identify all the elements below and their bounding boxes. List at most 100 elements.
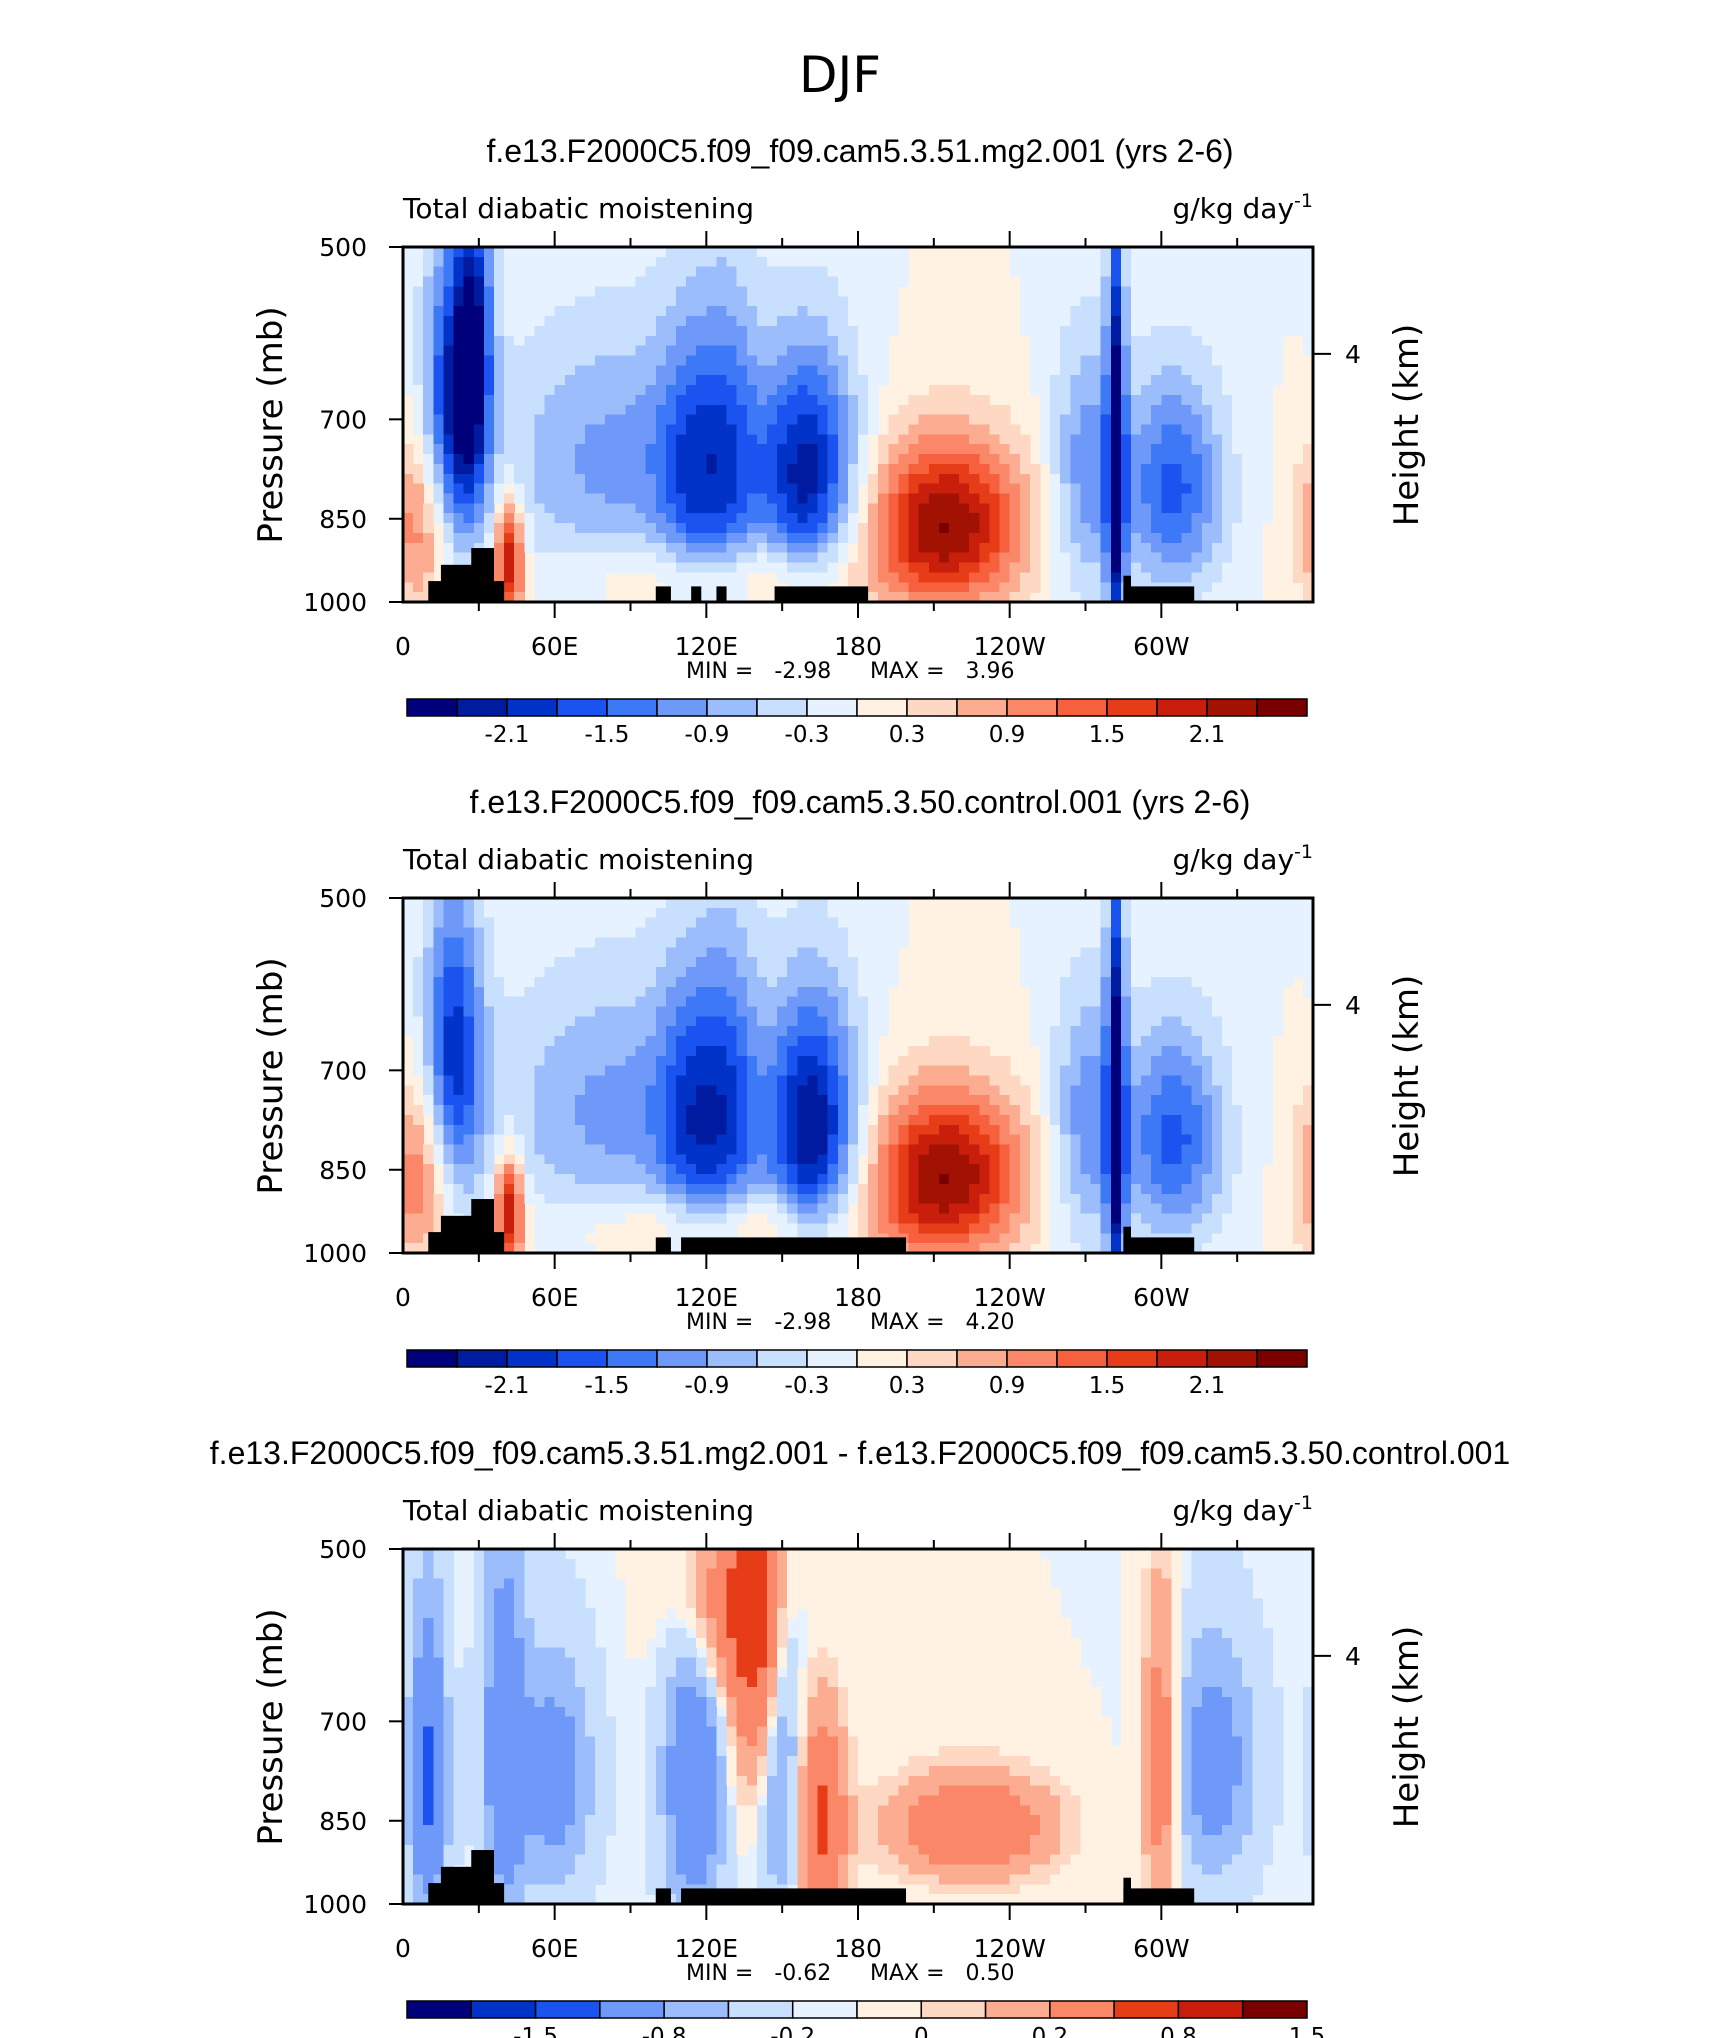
field-cell [858, 917, 869, 929]
field-cell [1222, 335, 1233, 347]
field-cell [1232, 523, 1243, 534]
field-cell [1282, 286, 1294, 297]
field-cell [1070, 1026, 1081, 1037]
field-cell [655, 394, 667, 406]
field-cell [574, 542, 586, 554]
field-cell [615, 454, 626, 465]
field-cell [1242, 414, 1253, 426]
field-cell [403, 473, 414, 485]
field-cell [1009, 444, 1021, 455]
field-cell [524, 355, 535, 366]
field-cell [453, 375, 465, 386]
field-cell [1171, 1016, 1183, 1027]
field-cell [1060, 335, 1071, 347]
field-cell [1282, 927, 1294, 939]
field-cell [544, 1016, 556, 1027]
field-cell [514, 996, 525, 1008]
field-cell [514, 937, 525, 948]
field-cell [595, 463, 606, 475]
field-cell [686, 552, 697, 564]
field-cell [443, 1105, 455, 1116]
field-cell [1252, 365, 1263, 376]
field-cell [494, 296, 505, 307]
field-cell [1232, 1114, 1243, 1126]
field-cell [1191, 306, 1203, 317]
field-cell [514, 454, 525, 465]
field-cell [807, 473, 819, 485]
field-cell [473, 1006, 485, 1017]
field-cell [1191, 523, 1203, 534]
field-cell [736, 957, 748, 968]
field-cell [1050, 523, 1061, 534]
field-cell [413, 414, 424, 426]
field-cell [716, 325, 728, 337]
field-cell [1141, 986, 1152, 998]
field-cell [949, 493, 960, 504]
field-cell [858, 1085, 869, 1096]
field-cell [413, 247, 424, 258]
field-cell [595, 562, 606, 574]
field-cell [1191, 256, 1203, 268]
field-cell [1131, 996, 1142, 1008]
field-cell [676, 316, 687, 327]
field-cell [1242, 986, 1253, 998]
field-cell [494, 1075, 505, 1086]
field-cell [514, 375, 525, 386]
field-cell [1191, 345, 1203, 357]
field-cell [595, 1065, 606, 1077]
field-cell [908, 444, 920, 455]
field-cell [504, 1036, 515, 1047]
field-cell [655, 1105, 667, 1116]
field-cell [433, 898, 444, 909]
field-cell [1232, 957, 1243, 968]
field-cell [938, 1105, 950, 1116]
field-cell [504, 493, 515, 504]
field-cell [898, 463, 910, 475]
field-cell [1181, 562, 1193, 574]
field-cell [1302, 562, 1314, 574]
field-cell [1151, 493, 1162, 504]
field-cell [1201, 306, 1213, 317]
field-cell [1302, 1124, 1314, 1136]
field-cell [494, 1016, 505, 1027]
field-cell [473, 907, 485, 919]
field-cell [554, 582, 566, 593]
field-cell [1151, 463, 1162, 475]
field-cell [403, 355, 414, 366]
field-cell [403, 898, 414, 909]
field-cell [918, 414, 930, 426]
field-cell [574, 454, 586, 465]
field-cell [433, 1045, 444, 1057]
field-cell [665, 1075, 677, 1086]
field-cell [979, 1144, 990, 1155]
field-cell [938, 1065, 950, 1077]
field-cell [1141, 1016, 1152, 1027]
field-cell [625, 1026, 637, 1037]
field-cell [1292, 473, 1304, 485]
field-cell [767, 1114, 778, 1126]
field-cell [807, 414, 819, 426]
field-cell [847, 937, 859, 948]
field-cell [928, 483, 940, 495]
field-cell [564, 1026, 576, 1037]
field-cell [746, 967, 758, 978]
field-cell [716, 996, 728, 1008]
field-cell [473, 996, 485, 1008]
field-cell [605, 1026, 616, 1037]
field-cell [635, 375, 647, 386]
field-cell [777, 454, 788, 465]
field-cell [574, 276, 586, 288]
field-cell [777, 1065, 788, 1077]
field-cell [473, 927, 485, 939]
field-cell [645, 296, 657, 307]
field-cell [847, 1085, 859, 1096]
field-cell [1131, 375, 1142, 386]
field-cell [959, 385, 970, 396]
field-cell [1201, 986, 1213, 998]
field-cell [807, 572, 819, 583]
field-cell [645, 345, 657, 357]
field-cell [847, 1124, 859, 1136]
field-cell [1191, 463, 1203, 475]
field-cell [1232, 434, 1243, 445]
field-cell [999, 1134, 1011, 1146]
